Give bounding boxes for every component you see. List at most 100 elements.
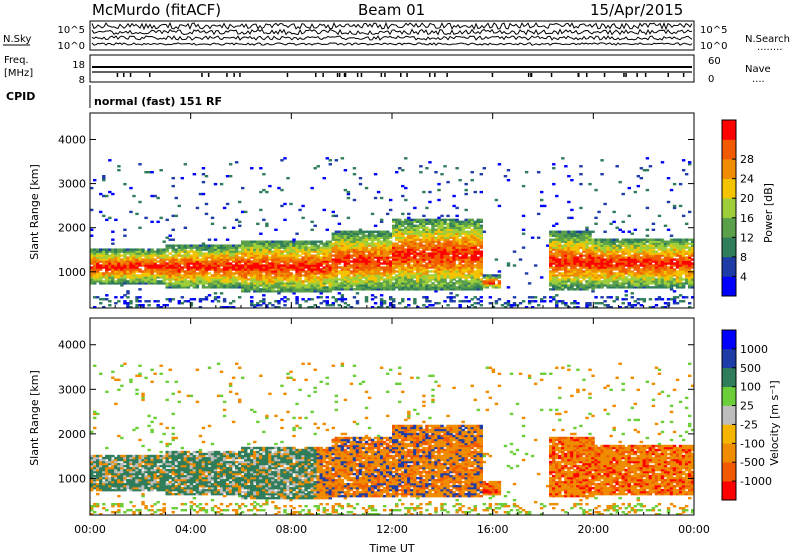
range-cell bbox=[237, 278, 242, 281]
range-cell bbox=[180, 278, 185, 281]
range-cell bbox=[195, 248, 200, 251]
range-cell bbox=[147, 171, 151, 174]
range-cell bbox=[201, 248, 206, 251]
range-cell bbox=[313, 272, 317, 275]
range-cell bbox=[241, 248, 245, 251]
range-cell bbox=[126, 274, 130, 277]
range-cell bbox=[114, 252, 118, 255]
range-cell bbox=[177, 252, 181, 255]
range-cell bbox=[90, 228, 94, 231]
range-cell bbox=[262, 218, 266, 222]
range-cell bbox=[231, 282, 236, 285]
range-cell bbox=[237, 200, 242, 204]
range-cell bbox=[241, 260, 245, 263]
range-cell bbox=[171, 298, 175, 301]
range-cell bbox=[171, 268, 175, 271]
range-cell bbox=[244, 260, 248, 263]
range-cell bbox=[225, 244, 230, 247]
range-cell bbox=[277, 276, 281, 279]
range-cell bbox=[395, 254, 399, 257]
range-cell bbox=[552, 252, 556, 255]
range-cell bbox=[253, 270, 257, 273]
range-cell bbox=[428, 161, 432, 164]
range-cell bbox=[268, 240, 272, 243]
range-cell bbox=[473, 264, 477, 267]
range-cell bbox=[228, 262, 233, 265]
range-cell bbox=[479, 218, 483, 222]
range-cell bbox=[340, 254, 345, 257]
range-cell bbox=[237, 274, 242, 277]
range-cell bbox=[126, 252, 130, 255]
range-cell bbox=[364, 296, 369, 299]
range-cell bbox=[207, 246, 212, 249]
range-cell bbox=[253, 254, 257, 257]
range-cell bbox=[186, 286, 191, 289]
range-cell bbox=[256, 304, 260, 307]
range-cell bbox=[277, 264, 281, 267]
range-cell bbox=[295, 282, 299, 285]
range-cell bbox=[159, 268, 163, 271]
range-cell bbox=[470, 218, 474, 222]
range-cell bbox=[274, 278, 278, 281]
range-cell bbox=[201, 192, 206, 196]
range-cell bbox=[222, 248, 227, 251]
range-cell bbox=[204, 246, 209, 249]
range-cell bbox=[392, 256, 396, 259]
range-cell bbox=[259, 244, 263, 247]
range-cell bbox=[162, 252, 166, 255]
range-cell bbox=[346, 250, 351, 253]
range-cell bbox=[398, 260, 402, 263]
range-cell bbox=[431, 218, 435, 222]
range-cell bbox=[93, 296, 97, 299]
range-cell bbox=[195, 280, 200, 283]
range-cell bbox=[388, 268, 393, 271]
range-cell bbox=[364, 240, 369, 243]
range-cell bbox=[144, 250, 148, 253]
range-cell bbox=[636, 298, 641, 301]
range-cell bbox=[512, 296, 517, 299]
range-cell bbox=[319, 258, 323, 261]
range-cell bbox=[401, 246, 405, 249]
range-cell bbox=[135, 296, 139, 299]
range-cell bbox=[135, 212, 139, 216]
range-cell bbox=[346, 272, 351, 275]
range-cell bbox=[425, 226, 429, 229]
range-cell bbox=[316, 286, 320, 289]
range-cell bbox=[241, 254, 245, 257]
range-cell bbox=[446, 304, 450, 307]
range-cell bbox=[219, 276, 224, 279]
range-cell bbox=[355, 236, 360, 239]
range-cell bbox=[536, 212, 541, 216]
range-cell bbox=[126, 306, 130, 309]
range-cell bbox=[126, 266, 130, 269]
range-cell bbox=[331, 286, 336, 289]
range-cell bbox=[621, 238, 625, 241]
range-cell bbox=[277, 256, 281, 259]
range-cell bbox=[346, 286, 351, 289]
range-cell bbox=[392, 224, 396, 228]
range-cell bbox=[292, 238, 296, 241]
range-cell bbox=[319, 252, 323, 255]
range-cell bbox=[328, 266, 332, 269]
range-cell bbox=[195, 258, 200, 261]
range-cell bbox=[241, 186, 245, 190]
range-cell bbox=[521, 232, 526, 235]
range-cell bbox=[231, 284, 236, 287]
range-cell bbox=[304, 258, 308, 261]
range-cell bbox=[183, 284, 188, 287]
range-cell bbox=[195, 272, 200, 275]
range-cell bbox=[367, 278, 372, 281]
range-cell bbox=[159, 266, 163, 269]
range-cell bbox=[304, 280, 308, 283]
range-cell bbox=[219, 254, 224, 257]
range-cell bbox=[90, 186, 94, 190]
range-cell bbox=[141, 272, 145, 275]
range-cell bbox=[195, 268, 200, 271]
range-cell bbox=[132, 256, 136, 259]
range-cell bbox=[256, 268, 260, 271]
range-cell bbox=[364, 300, 369, 303]
range-cell bbox=[132, 278, 136, 281]
range-cell bbox=[395, 222, 399, 226]
range-cell bbox=[219, 182, 224, 186]
range-cell bbox=[310, 272, 314, 275]
